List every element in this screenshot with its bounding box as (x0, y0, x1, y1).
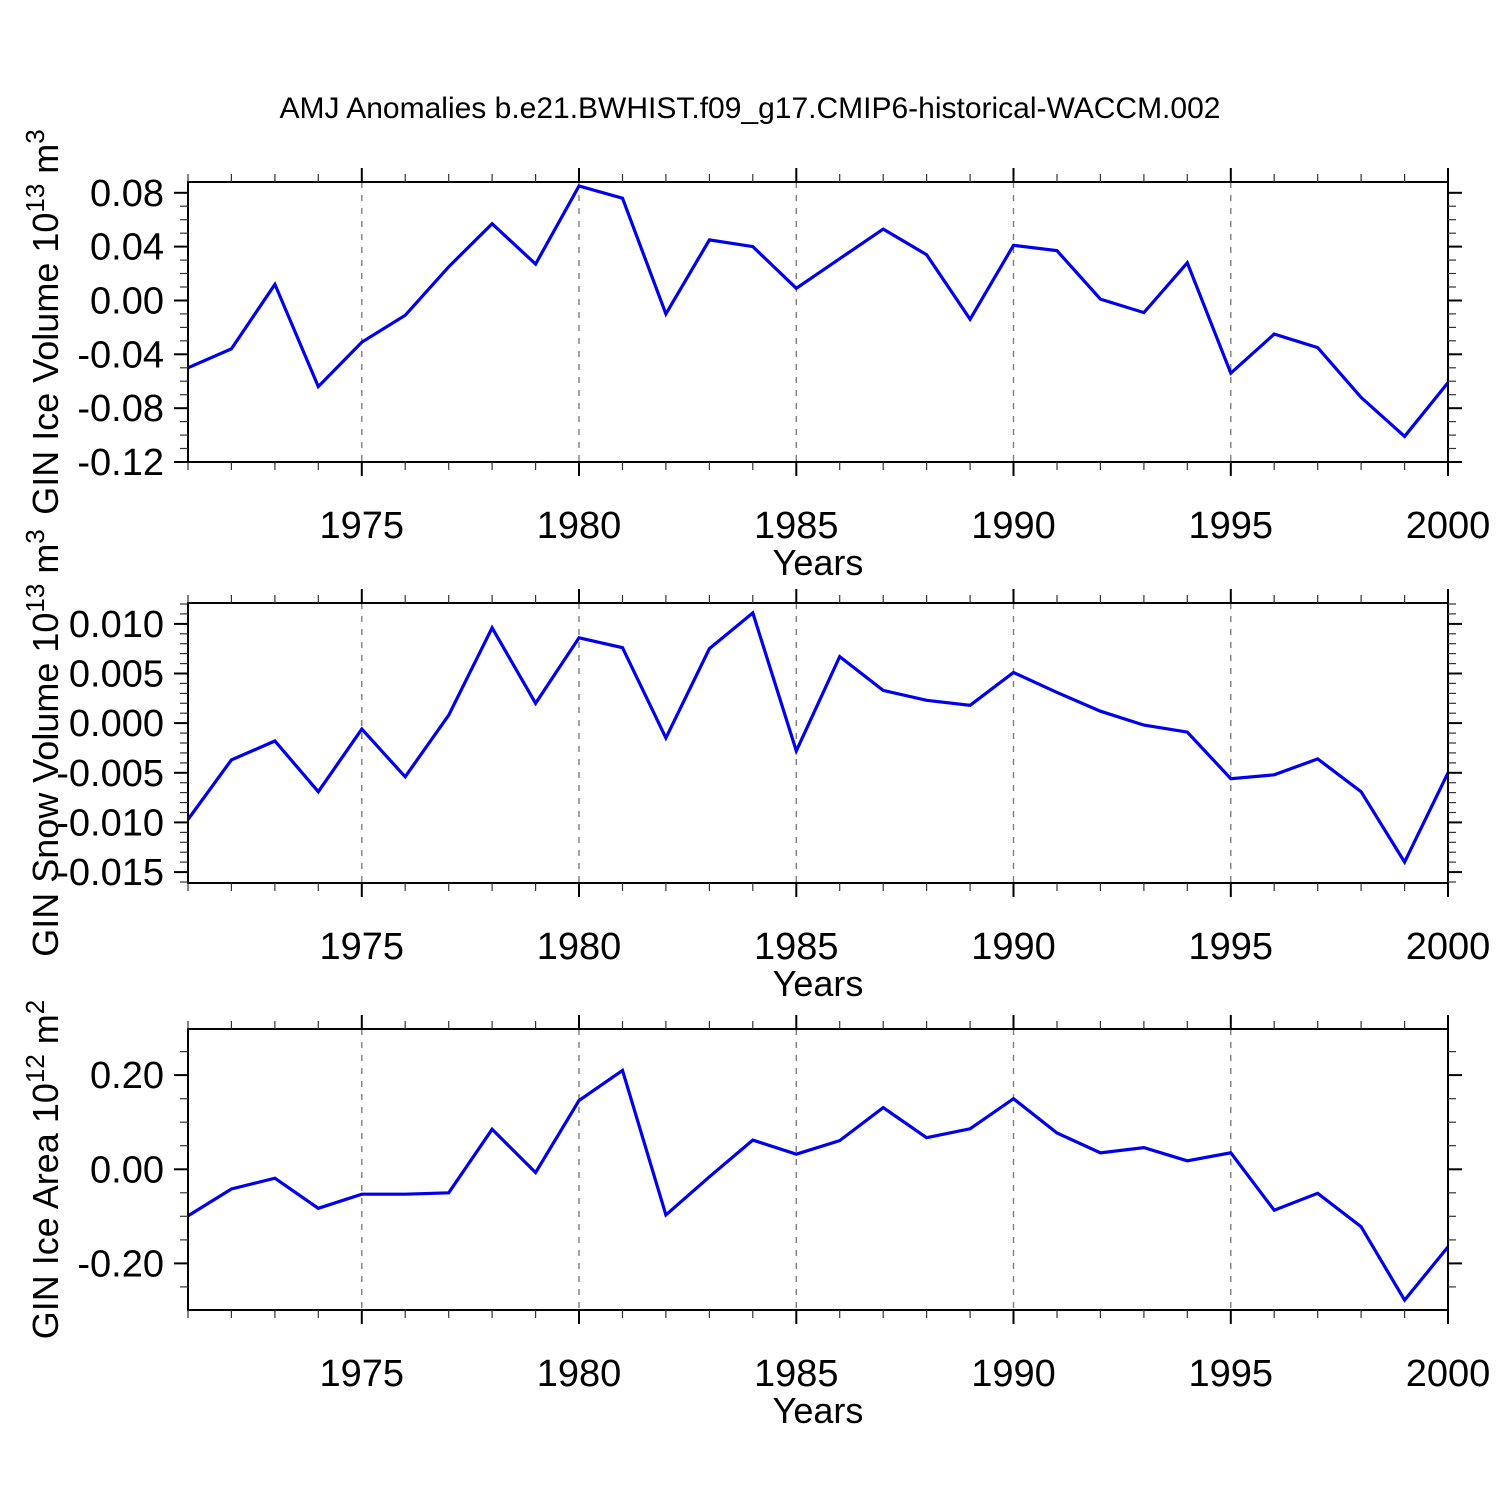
x-tick-label: 1990 (971, 505, 1056, 547)
y-tick-label: 0.00 (90, 1149, 164, 1191)
y-tick-label: 0.04 (90, 227, 164, 269)
y-tick-label: -0.12 (77, 442, 164, 484)
axis-ticks (174, 168, 1462, 476)
figure-title: AMJ Anomalies b.e21.BWHIST.f09_g17.CMIP6… (279, 92, 1221, 125)
plot-frame (187, 602, 1449, 884)
series-line (187, 184, 1450, 439)
gridlines (361, 1029, 1232, 1310)
series-line (186, 610, 1450, 866)
y-tick-label: -0.005 (56, 753, 164, 795)
y-tick-labels: 0.20 0.00 -0.20 (77, 1055, 164, 1285)
chart-panel-1: 0.010 0.005 0.000 -0.005 -0.010 -0.015 1975 198… (20, 529, 1490, 1004)
x-tick-labels: 1975 1980 1985 1990 1995 2000 (320, 1353, 1491, 1395)
plot-frame (187, 1028, 1449, 1311)
y-tick-labels: 0.08 0.04 0.00 -0.04 -0.08 -0.12 (77, 173, 164, 484)
x-tick-label: 1975 (320, 1353, 405, 1395)
y-tick-label: -0.010 (56, 802, 164, 844)
y-tick-label: 0.000 (69, 703, 164, 745)
x-axis-label: Years (773, 1390, 864, 1431)
x-axis-label: Years (773, 963, 864, 1004)
series-line (187, 1067, 1450, 1303)
x-tick-label: 1975 (320, 926, 405, 968)
y-tick-label: 0.010 (69, 604, 164, 646)
x-tick-label: 1995 (1189, 505, 1274, 547)
axis-ticks (174, 589, 1462, 897)
y-axis-label: GIN Snow Volume 1013 m3 (20, 529, 66, 957)
y-tick-labels: 0.010 0.005 0.000 -0.005 -0.010 -0.015 (56, 604, 164, 894)
x-tick-label: 1990 (971, 1353, 1056, 1395)
y-axis-label: GIN Ice Area 1012 m2 (20, 1000, 66, 1340)
x-tick-label: 2000 (1406, 926, 1491, 968)
x-tick-label: 1980 (537, 1353, 622, 1395)
y-tick-label: -0.04 (77, 334, 164, 376)
x-tick-label: 1980 (537, 505, 622, 547)
y-tick-label: 0.08 (90, 173, 164, 215)
y-axis-label: GIN Ice Volume 1013 m3 (20, 129, 66, 515)
x-tick-label: 1990 (971, 926, 1056, 968)
y-tick-label: 0.20 (90, 1055, 164, 1097)
x-axis-label: Years (773, 542, 864, 583)
x-tick-labels: 1975 1980 1985 1990 1995 2000 (320, 505, 1491, 547)
x-tick-label: 1975 (320, 505, 405, 547)
gridlines (361, 603, 1232, 883)
x-tick-label: 1980 (537, 926, 622, 968)
chart-panel-2: 0.20 0.00 -0.20 1975 1980 1985 1990 1995 2000 Yea… (20, 1000, 1490, 1431)
y-tick-label: 0.005 (69, 654, 164, 696)
plot-frame (187, 181, 1449, 463)
y-tick-label: -0.20 (77, 1243, 164, 1285)
x-tick-label: 1995 (1189, 926, 1274, 968)
axis-ticks (174, 1015, 1462, 1324)
y-tick-label: 0.00 (90, 281, 164, 323)
x-tick-label: 1985 (754, 1353, 839, 1395)
x-tick-label: 1995 (1189, 1353, 1274, 1395)
y-tick-label: -0.08 (77, 388, 164, 430)
x-tick-label: 1985 (754, 505, 839, 547)
x-tick-label: 1985 (754, 926, 839, 968)
x-tick-label: 2000 (1406, 1353, 1491, 1395)
x-tick-label: 2000 (1406, 505, 1491, 547)
x-tick-labels: 1975 1980 1985 1990 1995 2000 (320, 926, 1491, 968)
y-tick-label: -0.015 (56, 852, 164, 894)
